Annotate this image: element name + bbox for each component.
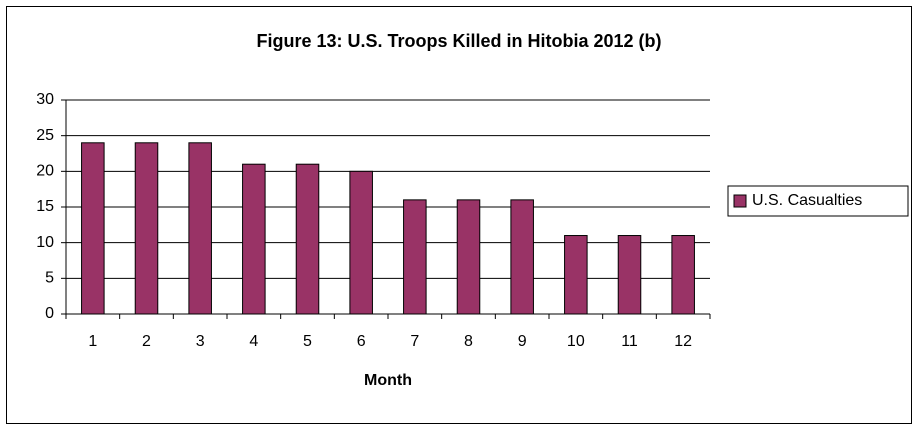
x-axis-title: Month (364, 372, 412, 389)
bar (564, 235, 588, 315)
x-tick-label: 5 (303, 333, 312, 350)
y-tick-label: 5 (45, 270, 54, 287)
chart-title: Figure 13: U.S. Troops Killed in Hitobia… (256, 31, 661, 51)
x-tick-label: 2 (142, 333, 151, 350)
y-tick-label: 0 (45, 305, 54, 322)
x-tick-label: 4 (249, 333, 258, 350)
x-tick-label: 1 (88, 333, 97, 350)
legend-label: U.S. Casualties (752, 192, 862, 209)
bar (188, 142, 212, 315)
y-tick-label: 10 (36, 234, 54, 251)
bar (617, 235, 642, 315)
x-tick-label: 11 (621, 333, 638, 350)
x-tick-label: 6 (357, 333, 366, 350)
bar (242, 163, 266, 315)
bar (81, 142, 105, 315)
bar (403, 199, 427, 315)
x-tick-label: 3 (196, 333, 205, 350)
bar (349, 170, 373, 315)
y-tick-label: 25 (36, 127, 54, 144)
y-tick-label: 15 (36, 198, 54, 215)
x-tick-label: 9 (518, 333, 527, 350)
bar (295, 163, 320, 315)
x-tick-label: 7 (410, 333, 419, 350)
legend-box (727, 185, 909, 217)
bar (456, 199, 481, 315)
y-tick-label: 20 (36, 163, 54, 180)
x-tick-label: 10 (567, 333, 585, 350)
x-tick-label: 12 (674, 333, 692, 350)
bar (134, 142, 159, 315)
x-tick-label: 8 (464, 333, 473, 350)
bar (510, 199, 534, 315)
y-tick-label: 30 (36, 91, 54, 108)
legend-swatch (733, 194, 747, 208)
bar (671, 235, 695, 315)
